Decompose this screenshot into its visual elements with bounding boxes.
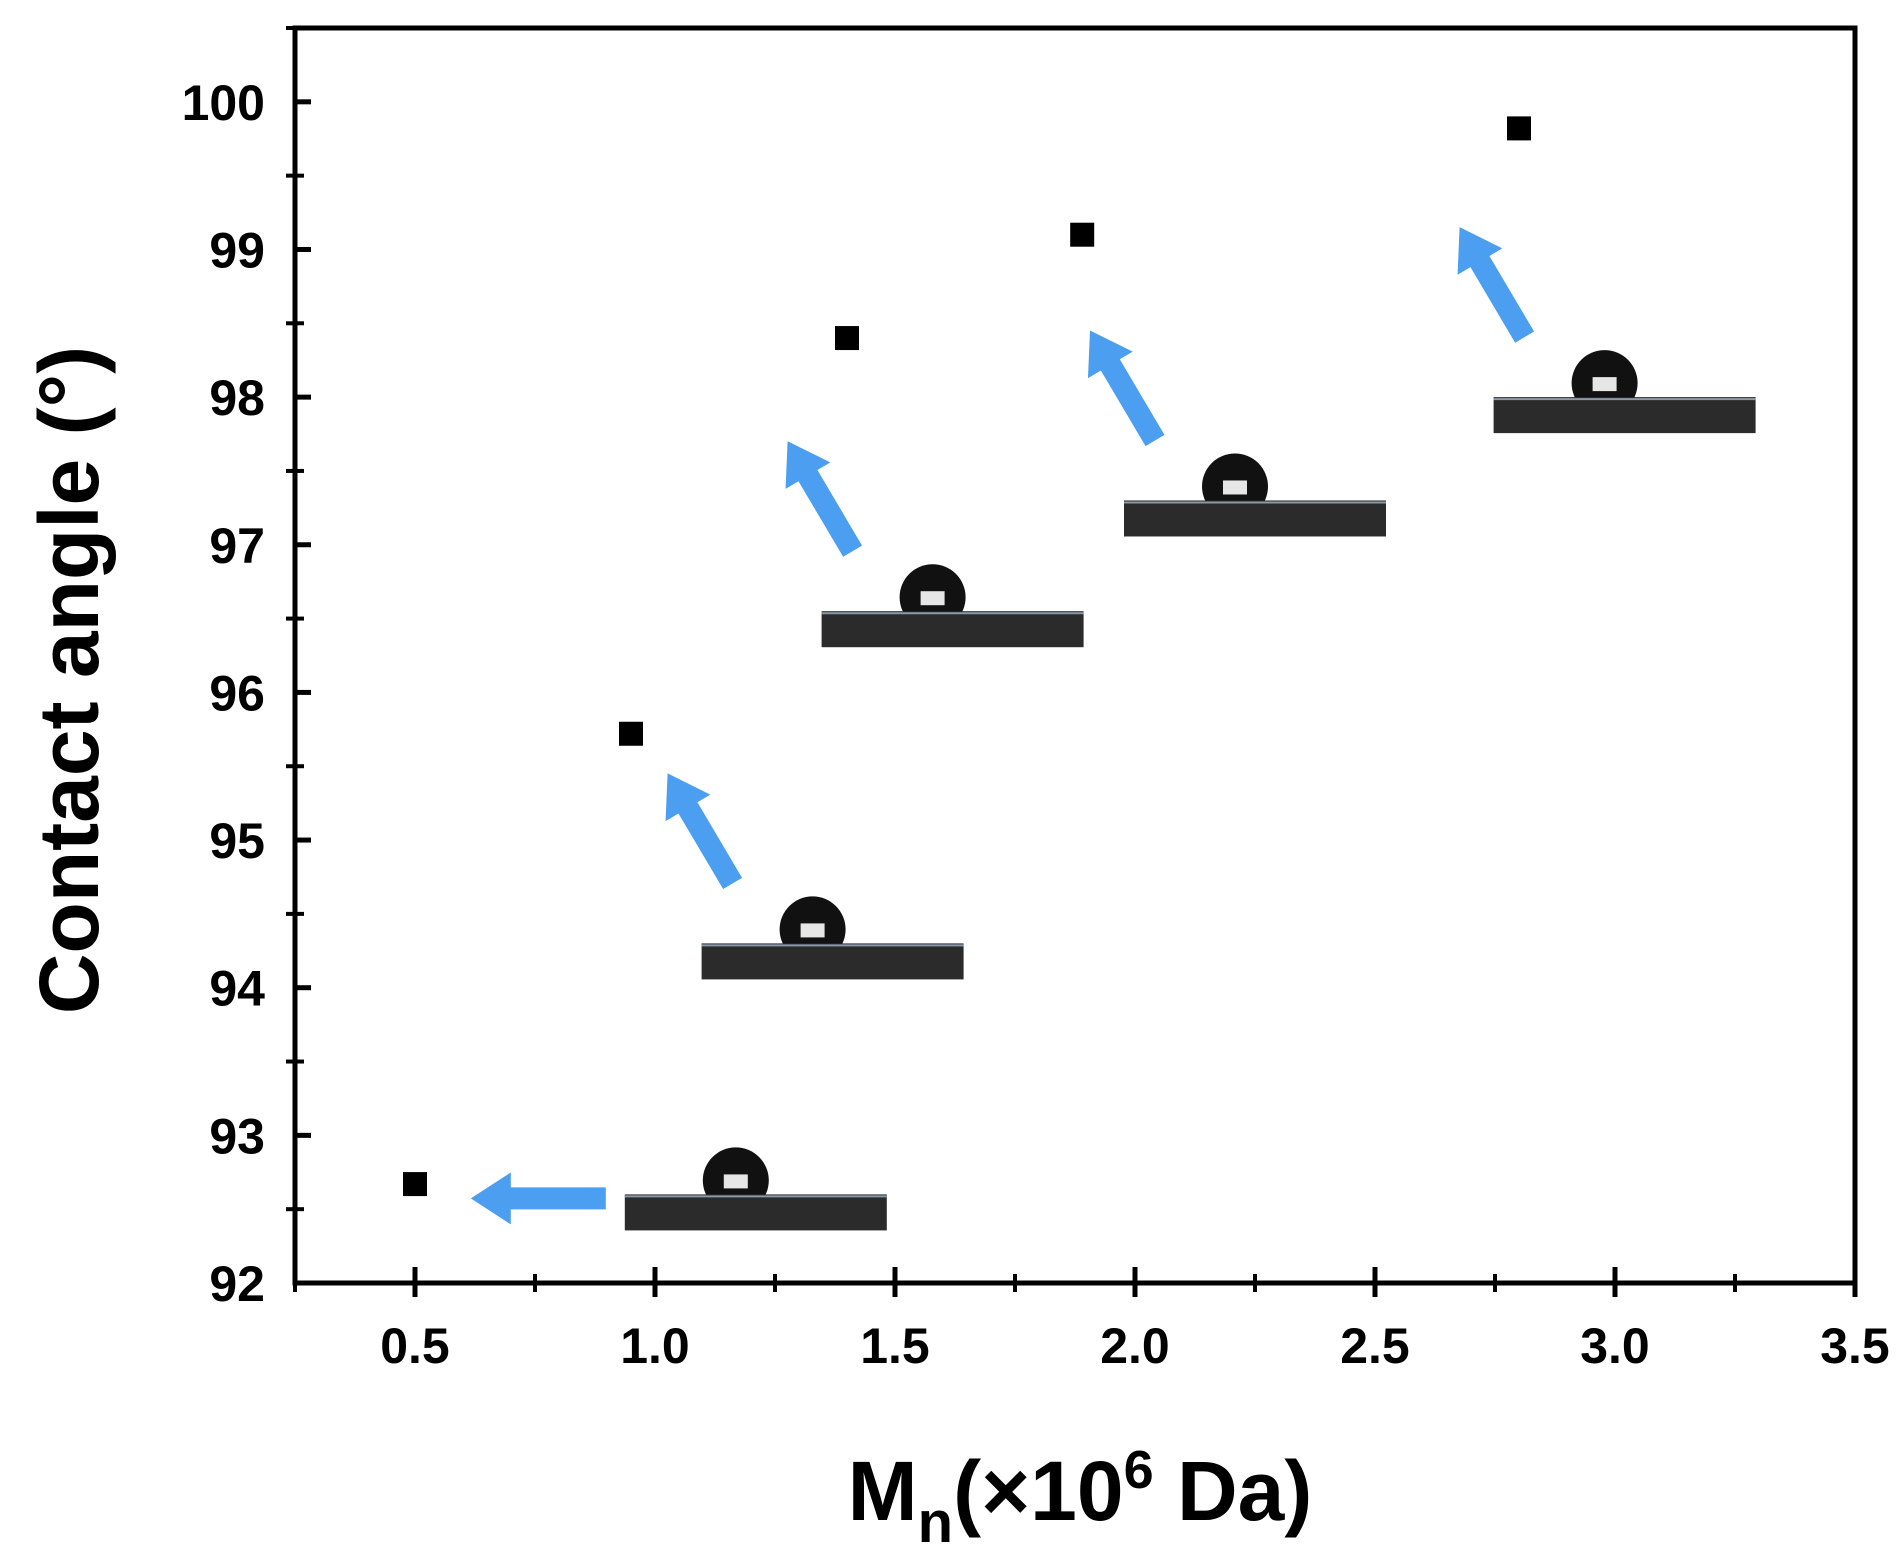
substrate (1124, 500, 1386, 537)
data-point (619, 721, 643, 746)
x-axis-title-pre: (×10 (953, 1444, 1123, 1538)
data-point (1070, 222, 1095, 247)
x-tick-label: 3.5 (1820, 1318, 1890, 1374)
x-axis-title-post: Da) (1154, 1444, 1313, 1538)
plot-border (292, 25, 1858, 1286)
data-point (1507, 116, 1531, 141)
substrate (1493, 397, 1756, 434)
droplet-inset (785, 441, 1084, 648)
droplet-inset (665, 773, 964, 980)
arrow-icon (1087, 330, 1165, 447)
y-tick-label: 97 (209, 518, 265, 574)
data-point (835, 326, 859, 351)
y-tick-label: 96 (209, 665, 265, 721)
x-axis-title-sub: n (918, 1490, 953, 1555)
droplet-inset (1087, 330, 1386, 537)
y-tick-label: 92 (209, 1256, 265, 1312)
arrow-icon (785, 441, 863, 557)
y-tick-label: 93 (209, 1108, 265, 1164)
y-tick-label: 95 (209, 813, 265, 869)
x-tick-label: 1.0 (620, 1318, 690, 1374)
data-point (403, 1172, 427, 1197)
x-tick-label: 2.5 (1340, 1318, 1410, 1374)
y-axis-title: Contact angle (°) (22, 346, 116, 1014)
plot-frame (292, 25, 1858, 1286)
axis-ticks: 92 93 94 95 96 97 98 99 100 0.5 1.0 1.5 2.0 2.5 3.0 3.5 (182, 26, 1890, 1374)
x-axis-title-main: M (848, 1444, 918, 1538)
x-axis-title-sup: 6 (1124, 1440, 1154, 1500)
arrow-icon (1457, 227, 1535, 343)
substrate (821, 611, 1084, 648)
droplet-inset (1457, 227, 1756, 434)
x-tick-label: 2.0 (1100, 1318, 1170, 1374)
arrow-icon (470, 1172, 606, 1225)
arrow-icon (665, 773, 743, 890)
x-tick-label: 0.5 (380, 1318, 450, 1374)
droplet-inset (470, 1147, 887, 1231)
droplet-highlight (723, 1174, 748, 1189)
y-tick-label: 94 (209, 961, 265, 1017)
droplet-insets (470, 227, 1756, 1231)
data-points (403, 116, 1531, 1197)
y-tick-label: 99 (209, 222, 265, 278)
x-tick-label: 1.5 (860, 1318, 930, 1374)
y-tick-label: 100 (182, 75, 265, 131)
y-tick-label: 98 (209, 370, 265, 426)
substrate (624, 1194, 887, 1231)
x-tick-label: 3.0 (1580, 1318, 1650, 1374)
droplet-highlight (800, 923, 825, 938)
droplet-highlight (1223, 480, 1247, 495)
substrate (701, 943, 964, 980)
droplet-highlight (1592, 377, 1617, 392)
droplet-highlight (920, 591, 945, 606)
x-axis-title: Mn(×106 Da) (848, 1440, 1313, 1555)
